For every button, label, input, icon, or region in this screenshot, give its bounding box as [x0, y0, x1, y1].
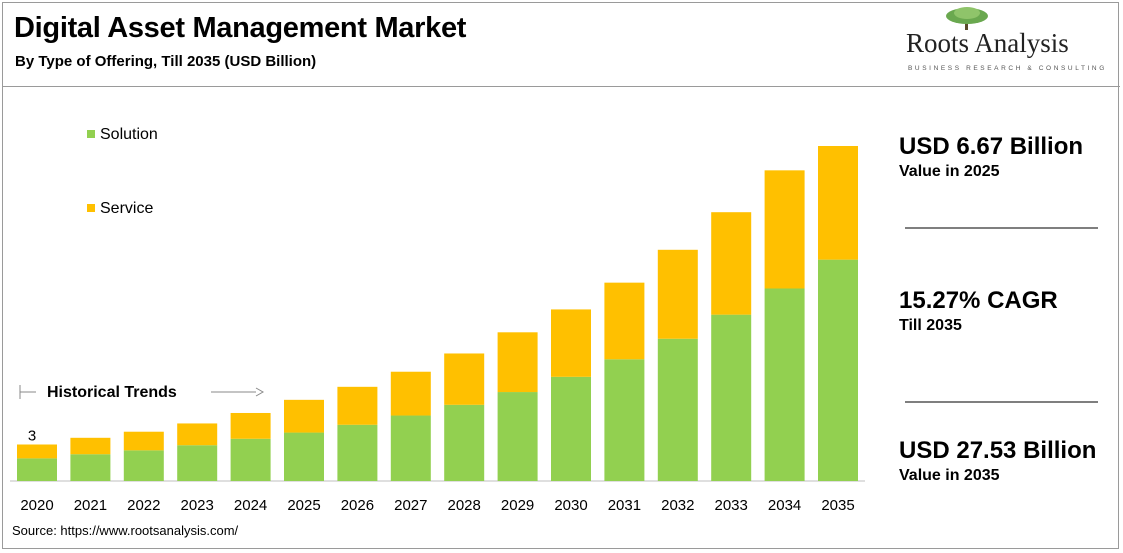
bar-service-2020	[17, 444, 57, 459]
bar-solution-2021	[70, 454, 111, 481]
historical-trends-label: Historical Trends	[47, 384, 177, 401]
x-tick-label: 2033	[715, 497, 748, 514]
x-tick-label: 2028	[448, 497, 481, 514]
page-title: Digital Asset Management Market	[14, 12, 467, 44]
x-tick-label: 2026	[341, 497, 374, 514]
bar-service-2028	[444, 353, 485, 405]
x-tick-label: 2034	[768, 497, 801, 514]
bar-solution-2029	[497, 392, 538, 481]
x-tick-label: 2027	[394, 497, 427, 514]
stat-2035: USD 27.53 Billion Value in 2035	[899, 437, 1096, 485]
roots-analysis-logo: Roots Analysis BUSINESS RESEARCH & CONSU…	[900, 6, 1110, 76]
tree-icon	[946, 7, 988, 30]
x-tick-label: 2035	[821, 497, 854, 514]
stat-2025: USD 6.67 Billion Value in 2025	[899, 133, 1083, 181]
stat-separator	[905, 401, 1098, 403]
bar-solution-2023	[177, 445, 218, 481]
stat-separator	[905, 227, 1098, 229]
bar-solution-2034	[764, 288, 805, 481]
bar-service-2029	[497, 332, 538, 393]
bar-service-2032	[657, 249, 698, 339]
bar-solution-2031	[604, 359, 645, 481]
page-subtitle: By Type of Offering, Till 2035 (USD Bill…	[15, 53, 317, 70]
x-tick-label: 2020	[20, 497, 53, 514]
bar-service-2027	[390, 371, 431, 416]
x-tick-label: 2023	[181, 497, 214, 514]
stat-value-2035: USD 27.53 Billion	[899, 437, 1097, 464]
bar-service-2034	[764, 170, 805, 289]
bar-solution-2035	[818, 259, 858, 481]
bar-solution-2033	[711, 314, 752, 481]
x-tick-label: 2022	[127, 497, 160, 514]
bar-solution-2022	[123, 450, 164, 481]
bar-service-2031	[604, 282, 645, 360]
stat-cagr: 15.27% CAGR Till 2035	[899, 287, 1058, 335]
bar-solution-2028	[444, 404, 485, 481]
bar-solution-2026	[337, 424, 378, 481]
legend-swatch-service	[87, 204, 95, 212]
legend-swatch-solution	[87, 130, 95, 138]
bar-solution-2020	[17, 458, 57, 481]
x-tick-label: 2021	[74, 497, 107, 514]
bar-service-2033	[711, 212, 752, 315]
source-note: Source: https://www.rootsanalysis.com/	[12, 523, 239, 538]
stat-value-2025: USD 6.67 Billion	[899, 133, 1084, 160]
legend-label-service: Service	[100, 200, 153, 217]
bar-solution-2025	[284, 432, 324, 481]
header-divider	[3, 86, 1120, 87]
bar-service-2030	[551, 309, 591, 377]
stacked-bar-chart: 2020 2021 2022 2023 2024 2025 2026 2027 2028 2029…	[10, 126, 865, 514]
bar-service-2026	[337, 386, 378, 425]
stat-label-2035: Value in 2035	[899, 467, 1000, 484]
bar-solution-2024	[230, 438, 271, 481]
bar-service-2035	[818, 146, 858, 260]
bar-solution-2032	[657, 338, 698, 481]
x-tick-label: 2031	[608, 497, 641, 514]
logo-name: Roots Analysis	[906, 28, 1069, 58]
x-tick-label: 2029	[501, 497, 534, 514]
bar-solution-2030	[551, 376, 591, 481]
legend-label-solution: Solution	[100, 126, 158, 143]
bar-solution-2027	[390, 415, 431, 481]
x-tick-label: 2032	[661, 497, 694, 514]
x-tick-label: 2025	[287, 497, 320, 514]
data-label: 3	[28, 427, 36, 444]
stat-label-2025: Value in 2025	[899, 163, 1000, 180]
x-tick-label: 2024	[234, 497, 267, 514]
stat-value-cagr: 15.27% CAGR	[899, 287, 1058, 314]
bar-service-2024	[230, 412, 271, 439]
x-tick-label: 2030	[554, 497, 587, 514]
bar-service-2025	[284, 399, 324, 433]
bar-service-2021	[70, 437, 111, 455]
logo-tagline: BUSINESS RESEARCH & CONSULTING	[908, 65, 1107, 72]
bar-service-2022	[123, 431, 164, 451]
arrow-icon	[255, 387, 265, 397]
stat-label-cagr: Till 2035	[899, 317, 962, 334]
bar-service-2023	[177, 423, 218, 446]
